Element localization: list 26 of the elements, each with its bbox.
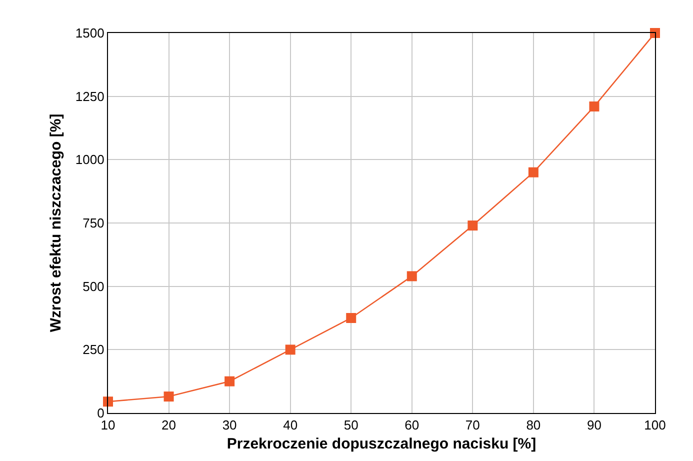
y-tick-label: 750 (82, 216, 104, 231)
y-axis-title: Wzrost efektu niszczacego [%] (48, 114, 65, 332)
point (224, 376, 235, 386)
y-tick-label: 250 (82, 342, 104, 358)
x-axis-title: Przekroczenie dopuszczalnego nacisku [%] (226, 436, 536, 453)
x-tick-label: 50 (344, 418, 358, 433)
x-tick-label: 20 (162, 418, 176, 433)
point (285, 344, 296, 355)
point (468, 220, 478, 231)
y-tick-label: 1500 (75, 26, 104, 41)
point (346, 313, 356, 323)
point (103, 396, 113, 407)
point (589, 101, 600, 112)
x-tick-label: 40 (283, 418, 298, 433)
x-tick-label: 80 (526, 418, 541, 433)
y-tick-label: 500 (82, 278, 104, 294)
point (164, 392, 174, 402)
x-tick-label: 70 (465, 418, 480, 433)
x-tick-label: 30 (222, 418, 237, 433)
x-tick-label: 90 (586, 418, 602, 433)
x-tick-label: 100 (644, 418, 666, 433)
y-tick-label: 1000 (75, 152, 104, 168)
point (406, 271, 417, 282)
y-tick-label: 1250 (75, 88, 104, 104)
point (528, 167, 538, 178)
x-tick-label: 60 (404, 418, 420, 433)
